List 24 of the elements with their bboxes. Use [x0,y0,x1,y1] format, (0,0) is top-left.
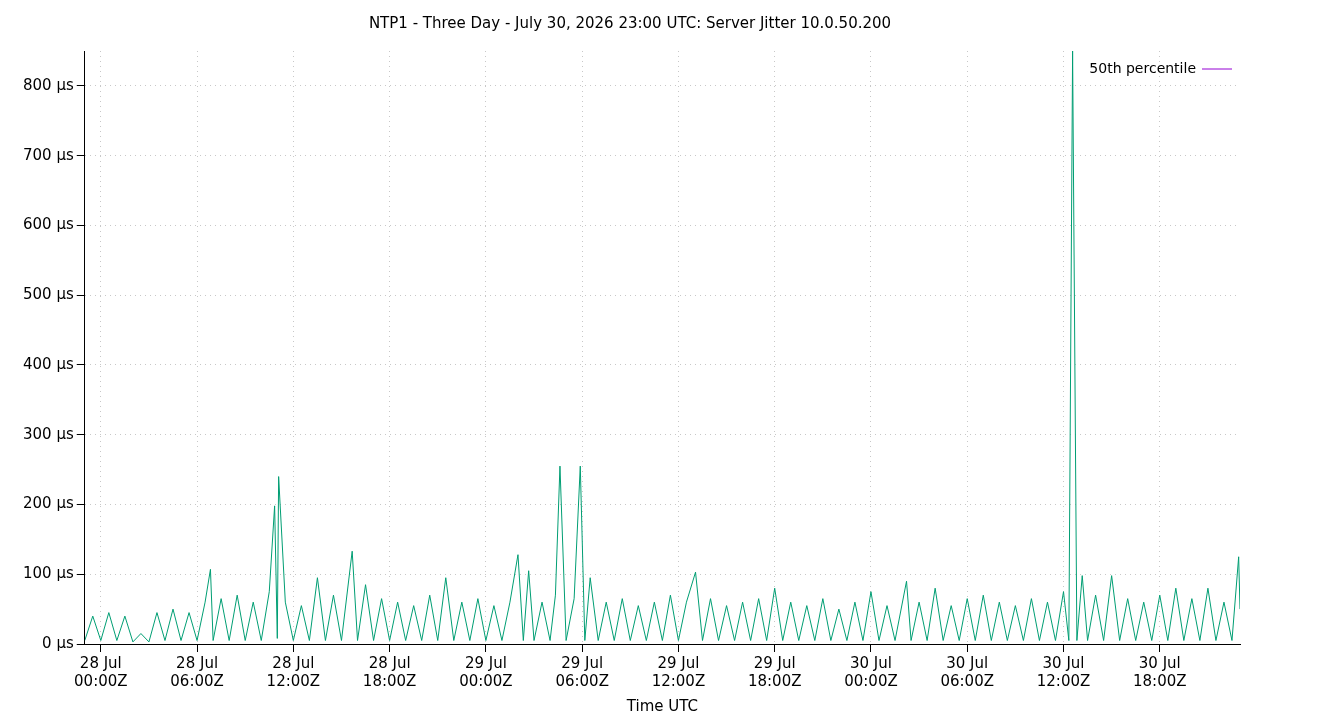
x-tick-label: 29 Jul 06:00Z [555,653,609,690]
x-tick-label: 30 Jul 06:00Z [940,653,994,690]
y-tick-label: 500 µs [22,285,74,304]
y-tick-label: 100 µs [22,564,74,583]
y-tick-label: 200 µs [22,494,74,513]
y-tick-label: 800 µs [22,75,74,94]
chart-title: NTP1 - Three Day - July 30, 2026 23:00 UTC: Server Jitter 10.0.50.200 [368,13,892,32]
x-tick-label: 30 Jul 18:00Z [1133,653,1187,690]
x-tick-label: 28 Jul 18:00Z [362,653,417,690]
y-tick-label: 600 µs [22,215,74,234]
x-tick-label: 30 Jul 12:00Z [1036,653,1091,690]
y-tick-label: 0 µs [42,633,74,652]
y-tick-label: 700 µs [22,145,74,164]
x-tick-label: 28 Jul 12:00Z [266,653,321,690]
y-tick-label: 300 µs [22,424,74,443]
y-tick-label: 400 µs [22,354,74,373]
x-tick-label: 28 Jul 06:00Z [170,653,224,690]
x-tick-label: 29 Jul 18:00Z [747,653,802,690]
x-tick-label: 29 Jul 12:00Z [651,653,706,690]
x-tick-label: 28 Jul 00:00Z [74,653,128,690]
legend-label: 50th percentile [1089,59,1196,76]
x-tick-label: 29 Jul 00:00Z [459,653,513,690]
x-axis-title: Time UTC [625,696,698,715]
x-tick-label: 30 Jul 00:00Z [844,653,898,690]
